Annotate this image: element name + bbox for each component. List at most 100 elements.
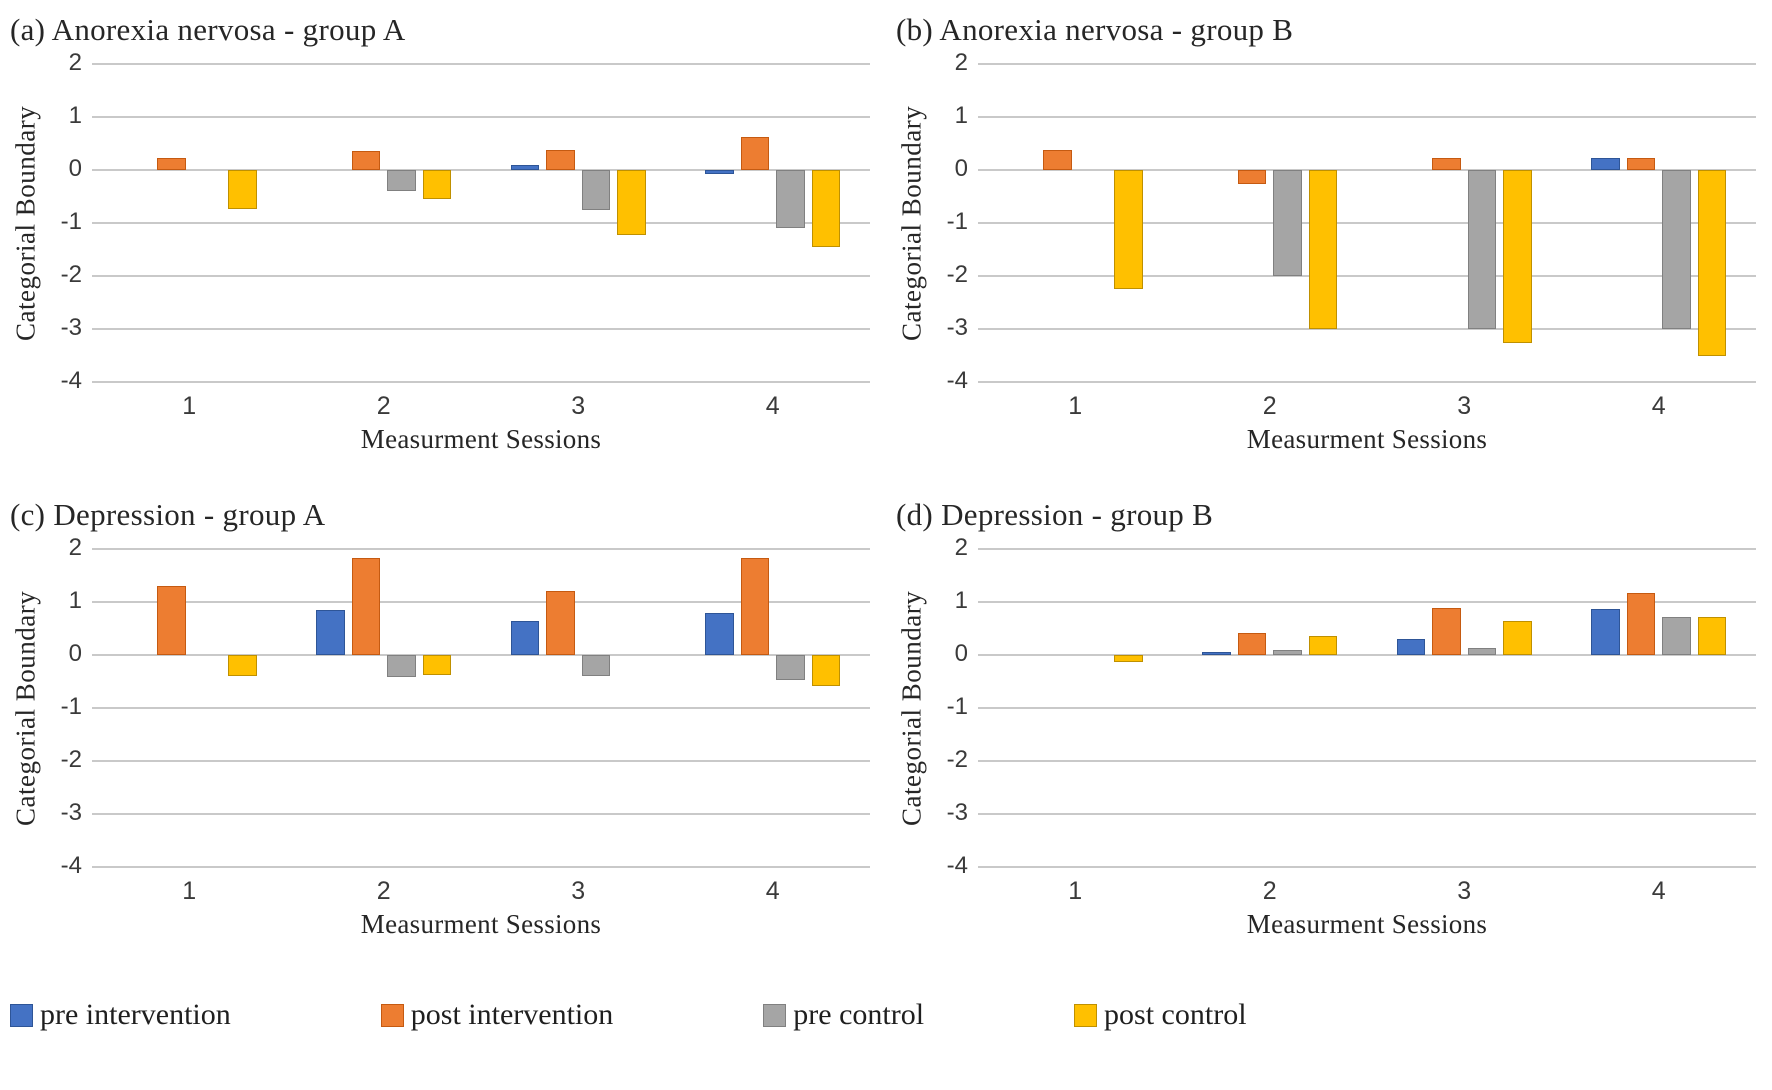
y-tick-label: -2 [60,745,82,773]
four-panel-bar-chart-figure: (a) Anorexia nervosa - group A Categoria… [0,0,1756,1032]
bar-post-control-session-1 [1114,170,1143,290]
y-tick-label: -4 [946,851,968,879]
panel-title: (a) Anorexia nervosa - group A [10,12,406,47]
y-tick-label: 2 [68,48,82,76]
x-tick-label: 2 [376,877,391,905]
pre-intervention-swatch-icon [10,1003,33,1027]
gridline-y--2 [92,760,870,762]
bar-post-control-session-2 [422,170,452,200]
gridline-y--1 [978,707,1756,709]
legend-item-post-intervention: post intervention [380,998,613,1032]
x-axis-title: Measurment Sessions [1246,424,1488,454]
plot-column: 1 2 3 4 Measurment Sessions [978,63,1756,455]
gridline-y-2 [978,63,1756,65]
panel-a-anorexia-group-a: (a) Anorexia nervosa - group A Categoria… [0,0,886,455]
gridline-y-1 [978,116,1756,118]
gridline-y-0 [978,654,1756,656]
x-tick-label: 4 [1651,392,1666,420]
y-tick-label: -4 [60,851,82,879]
chart-area: Categorial Boundary 2 1 0 -1 -2 -3 -4 1 2 3 4 Mea… [894,49,1756,455]
chart-area: Categorial Boundary 2 1 0 -1 -2 -3 -4 1 2 3 4 Mea… [894,534,1756,940]
y-tick-label: 0 [954,154,968,182]
y-axis-tick-labels: 2 1 0 -1 -2 -3 -4 [44,534,92,879]
bar-pre-intervention-session-4 [705,612,734,655]
bar-pre-control-session-3 [1467,170,1497,329]
y-tick-label: -4 [946,366,968,394]
gridline-y-2 [978,548,1756,550]
chart-area: Categorial Boundary 2 1 0 -1 -2 -3 -4 1 2 3 4 Mea… [8,534,870,940]
bar-post-control-session-3 [617,170,646,235]
gridline-y-1 [978,601,1756,603]
y-axis-tick-labels: 2 1 0 -1 -2 -3 -4 [44,49,92,394]
y-tick-label: -3 [60,798,82,826]
post-control-swatch-icon [1074,1003,1098,1027]
y-tick-label: -3 [60,313,82,341]
pre-control-swatch-icon [763,1003,787,1027]
y-axis-tick-labels: 2 1 0 -1 -2 -3 -4 [930,49,978,394]
bar-pre-control-session-2 [387,170,416,192]
x-tick-label: 3 [571,877,586,905]
bar-post-intervention-session-4 [1626,158,1656,170]
y-tick-label: 0 [954,639,968,667]
y-tick-label: 0 [68,154,82,182]
chart-area: Categorial Boundary 2 1 0 -1 -2 -3 -4 1 2 3 4 Mea… [8,49,870,455]
x-tick-label: 3 [1457,392,1472,420]
x-tick-label: 3 [1457,877,1472,905]
bar-post-intervention-session-3 [1432,158,1461,170]
legend-item-pre-control: pre control [763,998,924,1032]
x-tick-label: 2 [1262,877,1277,905]
legend-label: pre control [793,998,925,1031]
bar-pre-intervention-session-3 [1396,639,1426,655]
x-tick-label: 4 [765,392,780,420]
bar-post-control-session-1 [228,655,257,677]
y-tick-label: 1 [954,101,968,129]
y-tick-label: -1 [60,207,82,235]
x-axis-tick-labels: 1 2 3 4 [92,388,870,422]
bar-pre-control-session-3 [1467,648,1497,655]
bar-post-control-session-4 [1697,616,1727,655]
bar-post-intervention-session-2 [351,558,381,655]
plot-area [92,548,870,868]
plot-column: 1 2 3 4 Measurment Sessions [92,548,870,940]
bar-post-control-session-4 [811,170,841,247]
bar-pre-intervention-session-2 [1202,652,1231,655]
x-tick-label: 4 [765,877,780,905]
y-tick-label: 1 [68,586,82,614]
bar-post-control-session-2 [1308,636,1338,655]
y-tick-label: -4 [60,366,82,394]
gridline-y-0 [92,654,870,656]
bar-pre-intervention-session-3 [510,620,540,655]
y-tick-label: -1 [946,692,968,720]
post-intervention-swatch-icon [380,1003,404,1027]
panel-title: (d) Depression - group B [896,497,1214,532]
legend-item-pre-intervention: pre intervention [10,998,231,1032]
bar-pre-control-session-3 [581,655,611,677]
x-tick-label: 4 [1651,877,1666,905]
bar-post-intervention-session-1 [1043,149,1072,170]
gridline-y-2 [92,63,870,65]
gridline-y-0 [978,169,1756,171]
y-tick-label: -2 [946,745,968,773]
panel-title: (b) Anorexia nervosa - group B [896,12,1294,47]
x-tick-label: 2 [376,392,391,420]
bar-post-intervention-session-4 [740,558,770,655]
bar-pre-control-session-4 [776,655,805,681]
y-axis-title: Categorial Boundary [10,590,41,826]
gridline-y--4 [92,866,870,868]
gridline-y--2 [978,275,1756,277]
x-axis-tick-labels: 1 2 3 4 [978,388,1756,422]
gridline-y--4 [92,381,870,383]
gridline-y--2 [978,760,1756,762]
x-axis-title: Measurment Sessions [360,909,602,939]
bar-post-control-session-1 [228,170,257,209]
y-tick-label: 2 [68,533,82,561]
plot-column: 1 2 3 4 Measurment Sessions [92,63,870,455]
gridline-y--3 [92,328,870,330]
bar-pre-control-session-4 [776,170,805,229]
bar-pre-intervention-session-4 [1591,609,1620,655]
bar-post-control-session-2 [1308,170,1338,329]
bar-post-intervention-session-4 [1626,592,1656,655]
x-axis-title: Measurment Sessions [1246,909,1488,939]
y-axis-title: Categorial Boundary [10,105,41,341]
gridline-y-1 [92,116,870,118]
